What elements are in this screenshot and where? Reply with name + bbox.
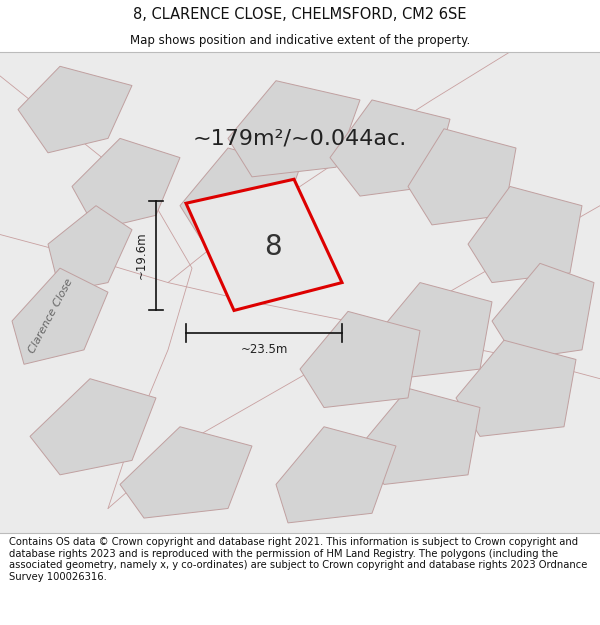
- Polygon shape: [12, 268, 108, 364]
- Polygon shape: [186, 179, 342, 311]
- Text: 8, CLARENCE CLOSE, CHELMSFORD, CM2 6SE: 8, CLARENCE CLOSE, CHELMSFORD, CM2 6SE: [133, 7, 467, 22]
- Text: Contains OS data © Crown copyright and database right 2021. This information is : Contains OS data © Crown copyright and d…: [9, 537, 587, 582]
- Polygon shape: [180, 148, 300, 244]
- Polygon shape: [468, 186, 582, 282]
- Text: 8: 8: [264, 232, 282, 261]
- Polygon shape: [372, 282, 492, 379]
- Polygon shape: [228, 81, 360, 177]
- Text: Clarence Close: Clarence Close: [27, 278, 75, 355]
- Polygon shape: [276, 427, 396, 523]
- Polygon shape: [492, 263, 594, 359]
- Text: Map shows position and indicative extent of the property.: Map shows position and indicative extent…: [130, 34, 470, 47]
- Text: ~179m²/~0.044ac.: ~179m²/~0.044ac.: [193, 128, 407, 148]
- Polygon shape: [300, 311, 420, 408]
- Polygon shape: [360, 388, 480, 484]
- Polygon shape: [408, 129, 516, 225]
- Text: ~19.6m: ~19.6m: [134, 232, 148, 279]
- Polygon shape: [48, 206, 132, 292]
- Polygon shape: [456, 340, 576, 436]
- Polygon shape: [120, 427, 252, 518]
- Text: ~23.5m: ~23.5m: [241, 343, 287, 356]
- Polygon shape: [72, 138, 180, 230]
- Polygon shape: [30, 379, 156, 475]
- Polygon shape: [330, 100, 450, 196]
- Polygon shape: [18, 66, 132, 152]
